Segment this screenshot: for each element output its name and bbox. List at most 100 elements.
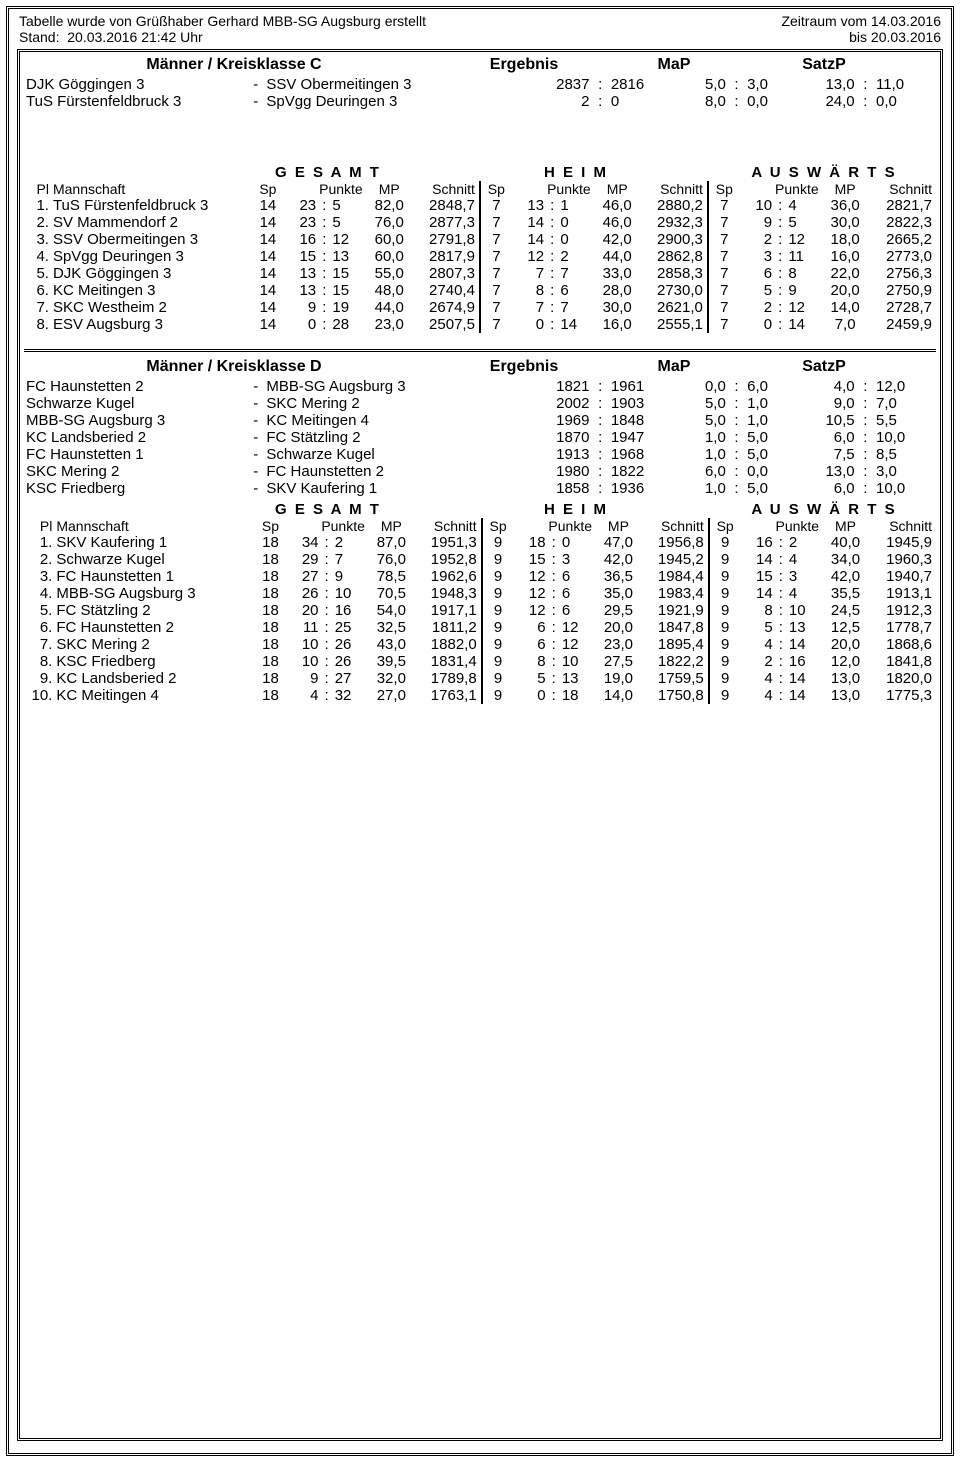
cell-mp: 16,0	[593, 316, 642, 333]
section-c-title-row: Männer / Kreisklasse C Ergebnis MaP Satz…	[24, 54, 936, 76]
cell-sp: 9	[709, 636, 741, 653]
cell-pk-l: 2	[741, 653, 775, 670]
cell-pk-l: 23	[284, 197, 318, 214]
lbl-sp: Sp	[708, 181, 740, 197]
lbl-mp: MP	[367, 518, 416, 534]
cell-schnitt: 1759,5	[643, 670, 709, 687]
cell-pk-c: :	[548, 687, 560, 704]
home-team: MBB-SG Augsburg 3	[24, 412, 247, 429]
lbl-auswaerts: A U S W Ä R T S	[700, 164, 948, 181]
cell-sp: 18	[255, 653, 287, 670]
cell-mp: 19,0	[594, 670, 643, 687]
map-l: 1,0	[678, 480, 728, 497]
map-c: :	[728, 429, 745, 446]
cell-pk-r: 14	[787, 636, 821, 653]
header-author: Tabelle wurde von Grüßhaber Gerhard MBB-…	[19, 13, 426, 29]
dash: -	[247, 429, 264, 446]
cell-schnitt: 1948,3	[416, 585, 482, 602]
cell-pk-c: :	[774, 214, 786, 231]
cell-pk-r: 9	[333, 568, 367, 585]
satz-c: :	[857, 93, 874, 110]
standings-table-d: PlMannschaftSpPunkteMPSchnittSpPunkteMPS…	[24, 518, 936, 704]
cell-schnitt: 2728,7	[870, 299, 936, 316]
cell-pk-l: 29	[286, 551, 320, 568]
col-map: MaP	[604, 56, 744, 74]
cell-pk-c: :	[548, 670, 560, 687]
cell-mp: 29,5	[594, 602, 643, 619]
cell-pk-c: :	[548, 551, 560, 568]
score-r: 1947	[609, 429, 678, 446]
cell-pk-c: :	[321, 568, 333, 585]
lbl-mp: MP	[365, 181, 414, 197]
away-team: SSV Obermeitingen 3	[264, 76, 522, 93]
score-r: 1961	[609, 378, 678, 395]
satz-c: :	[857, 378, 874, 395]
cell-pk-l: 20	[286, 602, 320, 619]
satz-c: :	[857, 480, 874, 497]
lbl-punkte: Punkte	[286, 518, 367, 534]
home-team: Schwarze Kugel	[24, 395, 247, 412]
cell-schnitt: 2807,3	[414, 265, 480, 282]
standings-row: 5.FC Stätzling 21820:1654,01917,1912:629…	[24, 602, 936, 619]
cell-pk-l: 23	[284, 214, 318, 231]
cell-mp: 70,5	[367, 585, 416, 602]
map-c: :	[728, 76, 745, 93]
cell-schnitt: 1763,1	[416, 687, 482, 704]
cell-pk-c: :	[546, 231, 558, 248]
score-l: 2002	[522, 395, 591, 412]
cell-pk-r: 0	[558, 231, 592, 248]
cell-sp: 7	[708, 299, 740, 316]
lbl-schnitt: Schnitt	[642, 181, 708, 197]
fixture-row: KSC Friedberg-SKV Kaufering 11858:19361,…	[24, 480, 936, 497]
home-team: SKC Mering 2	[24, 463, 247, 480]
lbl-sp: Sp	[482, 518, 514, 534]
cell-sp: 9	[482, 619, 514, 636]
cell-team: SpVgg Deuringen 3	[51, 248, 252, 265]
cell-team: SV Mammendorf 2	[51, 214, 252, 231]
cell-schnitt: 1841,8	[870, 653, 936, 670]
cell-pk-r: 2	[333, 534, 367, 551]
cell-mp: 20,0	[821, 636, 870, 653]
map-l: 5,0	[678, 395, 728, 412]
satz-c: :	[857, 412, 874, 429]
cell-team: SKC Westheim 2	[51, 299, 252, 316]
section-d-title-row: Männer / Kreisklasse D Ergebnis MaP Satz…	[24, 356, 936, 378]
cell-pl: 6.	[24, 282, 51, 299]
cell-schnitt: 2730,0	[642, 282, 708, 299]
cell-pl: 1.	[24, 197, 51, 214]
cell-mp: 13,0	[821, 687, 870, 704]
map-r: 0,0	[745, 93, 795, 110]
home-team: KSC Friedberg	[24, 480, 247, 497]
home-team: FC Haunstetten 1	[24, 446, 247, 463]
cell-team: FC Haunstetten 1	[54, 568, 254, 585]
cell-team: KC Meitingen 3	[51, 282, 252, 299]
cell-mp: 32,0	[367, 670, 416, 687]
cell-pk-r: 13	[560, 670, 594, 687]
cell-mp: 47,0	[594, 534, 643, 551]
cell-schnitt: 1789,8	[416, 670, 482, 687]
cell-pk-c: :	[321, 670, 333, 687]
satz-r: 7,0	[874, 395, 936, 412]
cell-mp: 27,0	[367, 687, 416, 704]
cell-sp: 7	[708, 214, 740, 231]
cell-pk-c: :	[321, 585, 333, 602]
score-c: :	[592, 378, 609, 395]
cell-schnitt: 1952,8	[416, 551, 482, 568]
standings-header-row: PlMannschaftSpPunkteMPSchnittSpPunkteMPS…	[24, 181, 936, 197]
cell-schnitt: 1940,7	[870, 568, 936, 585]
cell-pk-l: 14	[512, 231, 546, 248]
page-frame: Tabelle wurde von Grüßhaber Gerhard MBB-…	[6, 6, 954, 1456]
cell-pk-l: 10	[286, 636, 320, 653]
cell-pk-c: :	[546, 265, 558, 282]
cell-mp: 12,5	[821, 619, 870, 636]
cell-pk-c: :	[321, 653, 333, 670]
cell-sp: 9	[709, 687, 741, 704]
cell-mp: 14,0	[821, 299, 870, 316]
cell-schnitt: 2750,9	[870, 282, 936, 299]
cell-mp: 22,0	[821, 265, 870, 282]
cell-pk-c: :	[774, 299, 786, 316]
cell-team: FC Haunstetten 2	[54, 619, 254, 636]
away-team: SKV Kaufering 1	[264, 480, 522, 497]
cell-pk-r: 0	[560, 534, 594, 551]
score-l: 1821	[522, 378, 591, 395]
